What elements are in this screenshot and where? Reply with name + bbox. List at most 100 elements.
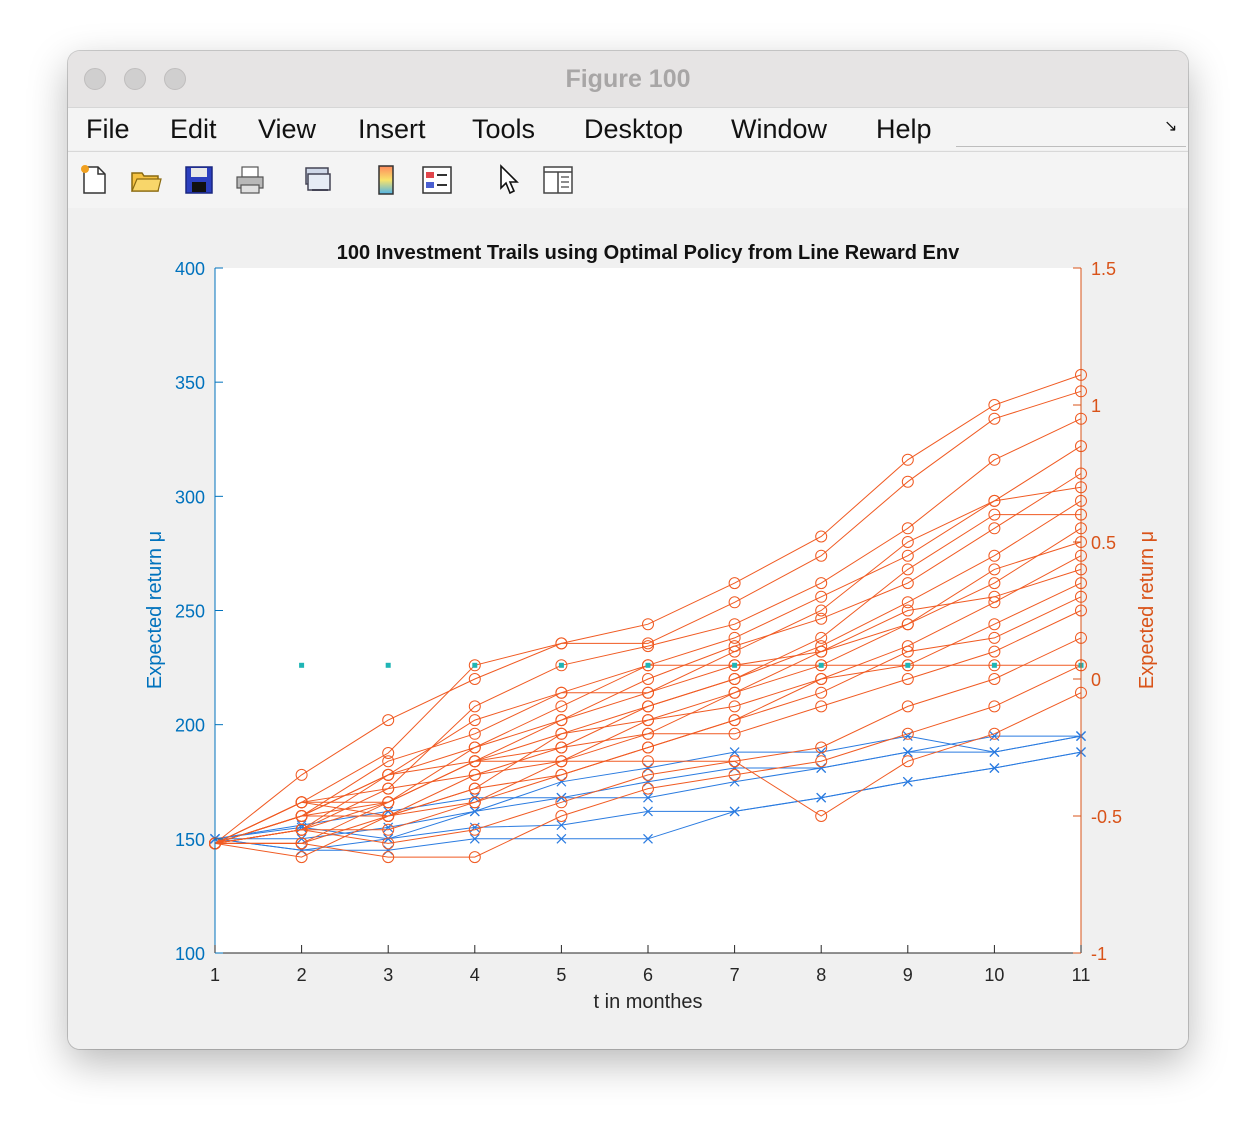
cyan-point: [732, 662, 738, 668]
series-point: [642, 673, 654, 685]
cyan-point: [818, 662, 824, 668]
left-y-ticks: 100 150 200 250 300 350 400: [175, 259, 223, 964]
series-point: [468, 714, 481, 727]
series-point: [902, 747, 913, 757]
minimize-button[interactable]: [124, 68, 146, 90]
left-y-tick-label: 250: [175, 602, 205, 622]
new-figure-icon[interactable]: [78, 164, 110, 196]
series-point: [555, 755, 568, 768]
right-y-tick-label: -1: [1091, 944, 1107, 964]
series-point: [901, 645, 914, 658]
series-point: [815, 604, 828, 617]
series-point: [556, 833, 567, 844]
series-point: [555, 659, 568, 672]
series-point: [642, 755, 654, 768]
series-line: [215, 664, 1082, 858]
zoom-button[interactable]: [164, 68, 186, 90]
series-point: [382, 746, 395, 759]
x-tick-label: 3: [383, 965, 393, 985]
series-point: [901, 453, 914, 466]
series-point: [555, 796, 568, 809]
menu-help[interactable]: Help: [876, 114, 932, 144]
series-point: [988, 453, 1001, 466]
series-point: [468, 768, 481, 781]
series-point: [988, 659, 1001, 672]
series-point: [555, 768, 568, 781]
menu-window[interactable]: Window: [731, 114, 828, 144]
series-point: [728, 727, 741, 740]
left-y-tick-label: 400: [175, 259, 205, 279]
legend-icon[interactable]: [421, 164, 453, 196]
left-y-tick-label: 300: [175, 487, 205, 507]
series-point: [989, 731, 1000, 742]
series-point: [989, 747, 1000, 757]
right-y-tick-label: -0.5: [1091, 807, 1122, 827]
series-point: [901, 755, 914, 768]
series-point: [815, 810, 828, 822]
colorbar-icon[interactable]: [370, 164, 402, 196]
series-point: [643, 792, 653, 803]
right-y-tick-label: 0.5: [1091, 533, 1116, 553]
series-point: [815, 741, 828, 754]
cyan-point: [385, 662, 391, 668]
menu-desktop[interactable]: Desktop: [584, 114, 684, 144]
cyan-point: [905, 662, 911, 668]
series-point: [295, 796, 308, 809]
series-point: [555, 637, 568, 650]
right-y-axis-label: Expected return μ: [1136, 531, 1158, 689]
series-point: [383, 833, 394, 844]
menu-edit[interactable]: Edit: [170, 114, 217, 144]
series-point: [555, 700, 568, 713]
series-point: [642, 686, 654, 699]
series-point: [382, 782, 395, 795]
x-tick-label: 11: [1072, 965, 1091, 985]
cyan-point: [299, 662, 305, 668]
series-point: [295, 768, 308, 781]
menu-tools[interactable]: Tools: [472, 114, 536, 144]
link-icon[interactable]: [302, 164, 334, 196]
series-point: [815, 590, 828, 603]
menu-insert[interactable]: Insert: [358, 114, 426, 144]
series-point: [642, 640, 654, 653]
series-point: [729, 806, 740, 817]
series-point: [729, 776, 740, 787]
series-point: [815, 659, 828, 672]
save-icon[interactable]: [183, 164, 215, 196]
print-icon[interactable]: [234, 164, 266, 196]
series-point: [728, 631, 741, 644]
menu-divider: [956, 146, 1186, 147]
series-point: [642, 727, 654, 740]
plot-area: 1 2 3 4 5 6 7 8 9 10 11 100 150 200 250 300 350 400 -1 -0…: [68, 208, 1188, 1049]
series-point: [468, 755, 481, 768]
series-point: [555, 714, 568, 727]
dock-arrow-icon[interactable]: ↘: [1164, 118, 1178, 135]
series-point: [901, 577, 914, 590]
figure-window: Figure 100 File Edit View Insert Tools D…: [68, 51, 1188, 1049]
menu-file[interactable]: File: [86, 114, 130, 144]
property-inspector-icon[interactable]: [542, 164, 574, 196]
series-point: [555, 741, 568, 754]
cyan-point: [558, 662, 564, 668]
series-point: [728, 768, 741, 781]
series-point: [901, 604, 914, 617]
series-line: [214, 596, 1082, 844]
series-point: [815, 530, 828, 543]
series-point: [729, 747, 740, 757]
menu-view[interactable]: View: [258, 114, 317, 144]
series-point: [556, 820, 567, 831]
series-point: [815, 549, 828, 562]
pointer-icon[interactable]: [493, 164, 525, 196]
series-point: [469, 833, 480, 844]
series-point: [815, 673, 828, 685]
series-point: [815, 612, 828, 625]
series-point: [988, 645, 1001, 658]
left-y-axis-label: Expected return μ: [144, 531, 166, 689]
series-point: [468, 782, 481, 795]
series-point: [642, 741, 654, 754]
close-button[interactable]: [84, 68, 106, 90]
series-point: [728, 645, 741, 658]
open-file-icon[interactable]: [130, 164, 162, 196]
series-point: [643, 763, 653, 773]
series-point: [901, 727, 914, 740]
